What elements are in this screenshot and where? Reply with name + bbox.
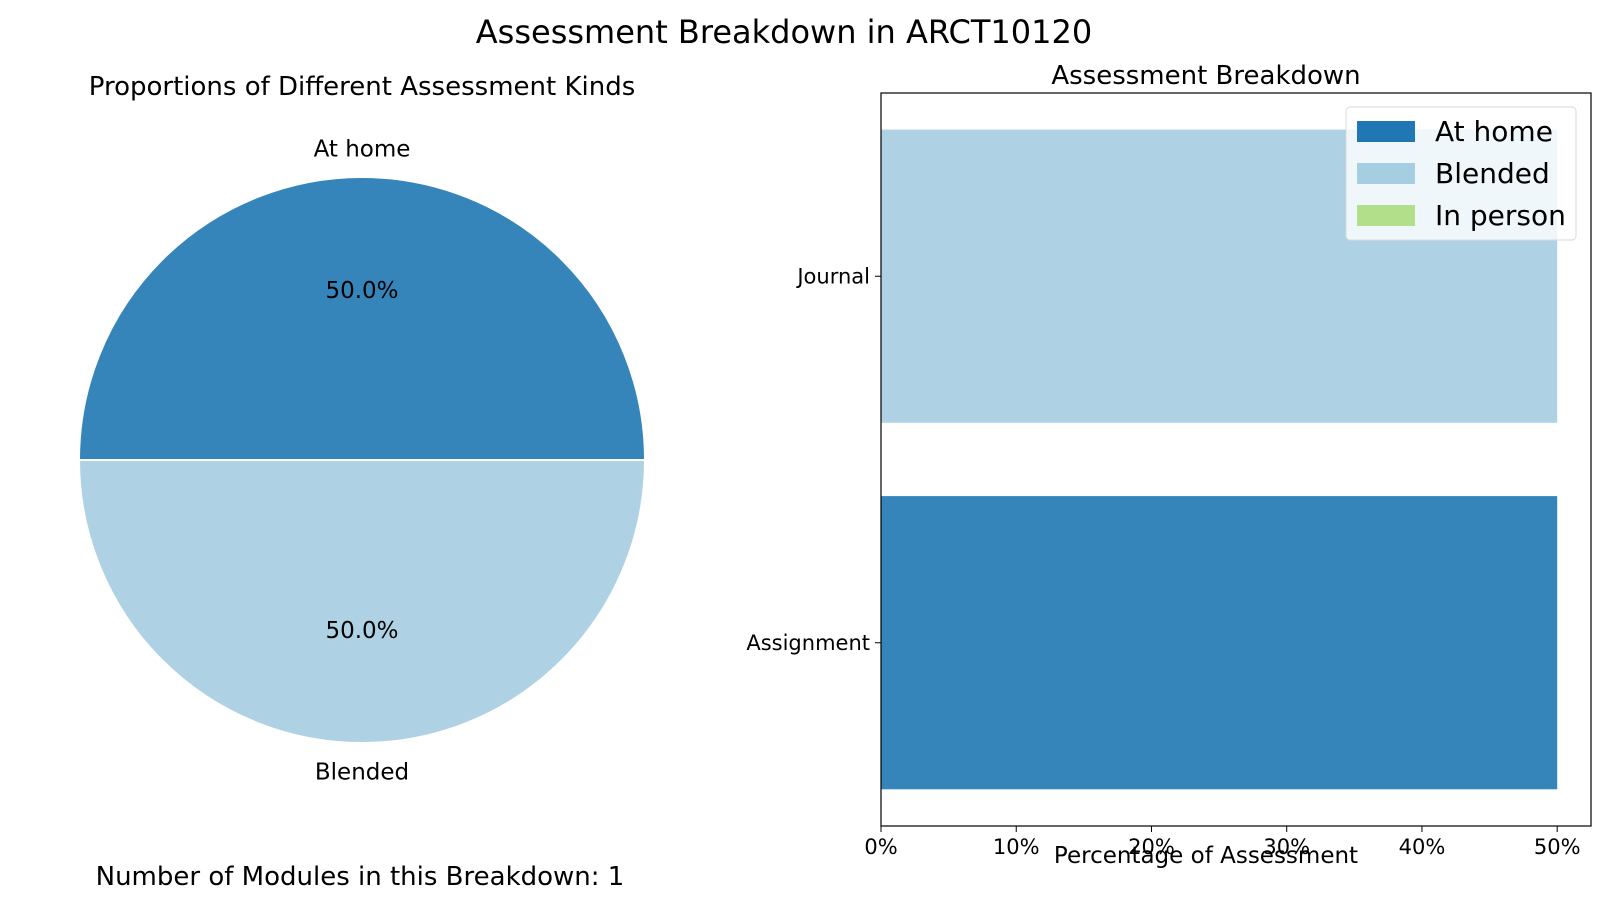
legend-swatch-at-home — [1357, 121, 1415, 142]
x-tick-label: 10% — [993, 835, 1040, 859]
legend-swatch-in-person — [1357, 205, 1415, 226]
pie-slice-label: At home — [314, 137, 411, 163]
figure-title: Assessment Breakdown in ARCT10120 — [476, 13, 1092, 51]
legend-label-blended: Blended — [1435, 157, 1550, 190]
legend-label-in-person: In person — [1435, 199, 1566, 232]
legend-label-at-home: At home — [1435, 115, 1553, 148]
pie-percent-label: 50.0% — [325, 618, 398, 644]
bar-x-axis-label: Percentage of Assessment — [1054, 843, 1358, 869]
bar-chart-legend: At home Blended In person — [1345, 106, 1577, 241]
x-tick-label: 20% — [1128, 835, 1175, 859]
pie-chart: 50.0% At home 50.0% Blended — [77, 137, 647, 785]
legend-swatch-blended — [1357, 163, 1415, 184]
pie-chart-title: Proportions of Different Assessment Kind… — [89, 72, 636, 102]
x-tick-label: 50% — [1534, 835, 1581, 859]
bar-plot-frame — [880, 92, 1592, 827]
bar-assignment-at-home — [881, 496, 1558, 790]
pie-slice-at-home — [77, 176, 647, 461]
bar-chart: Assignment Journal 0% 10% 20% 30% 40% 50% — [746, 92, 1592, 859]
x-tick-label: 30% — [1263, 835, 1310, 859]
y-tick-label: Journal — [795, 264, 870, 288]
pie-slice-blended — [77, 459, 647, 744]
x-tick-label: 0% — [864, 835, 897, 859]
modules-count-note: Number of Modules in this Breakdown: 1 — [96, 862, 625, 892]
bar-chart-title: Assessment Breakdown — [1051, 61, 1360, 91]
y-tick-label: Assignment — [746, 631, 870, 655]
pie-slice-label: Blended — [315, 759, 409, 785]
x-tick-label: 40% — [1399, 835, 1446, 859]
pie-percent-label: 50.0% — [325, 278, 398, 304]
